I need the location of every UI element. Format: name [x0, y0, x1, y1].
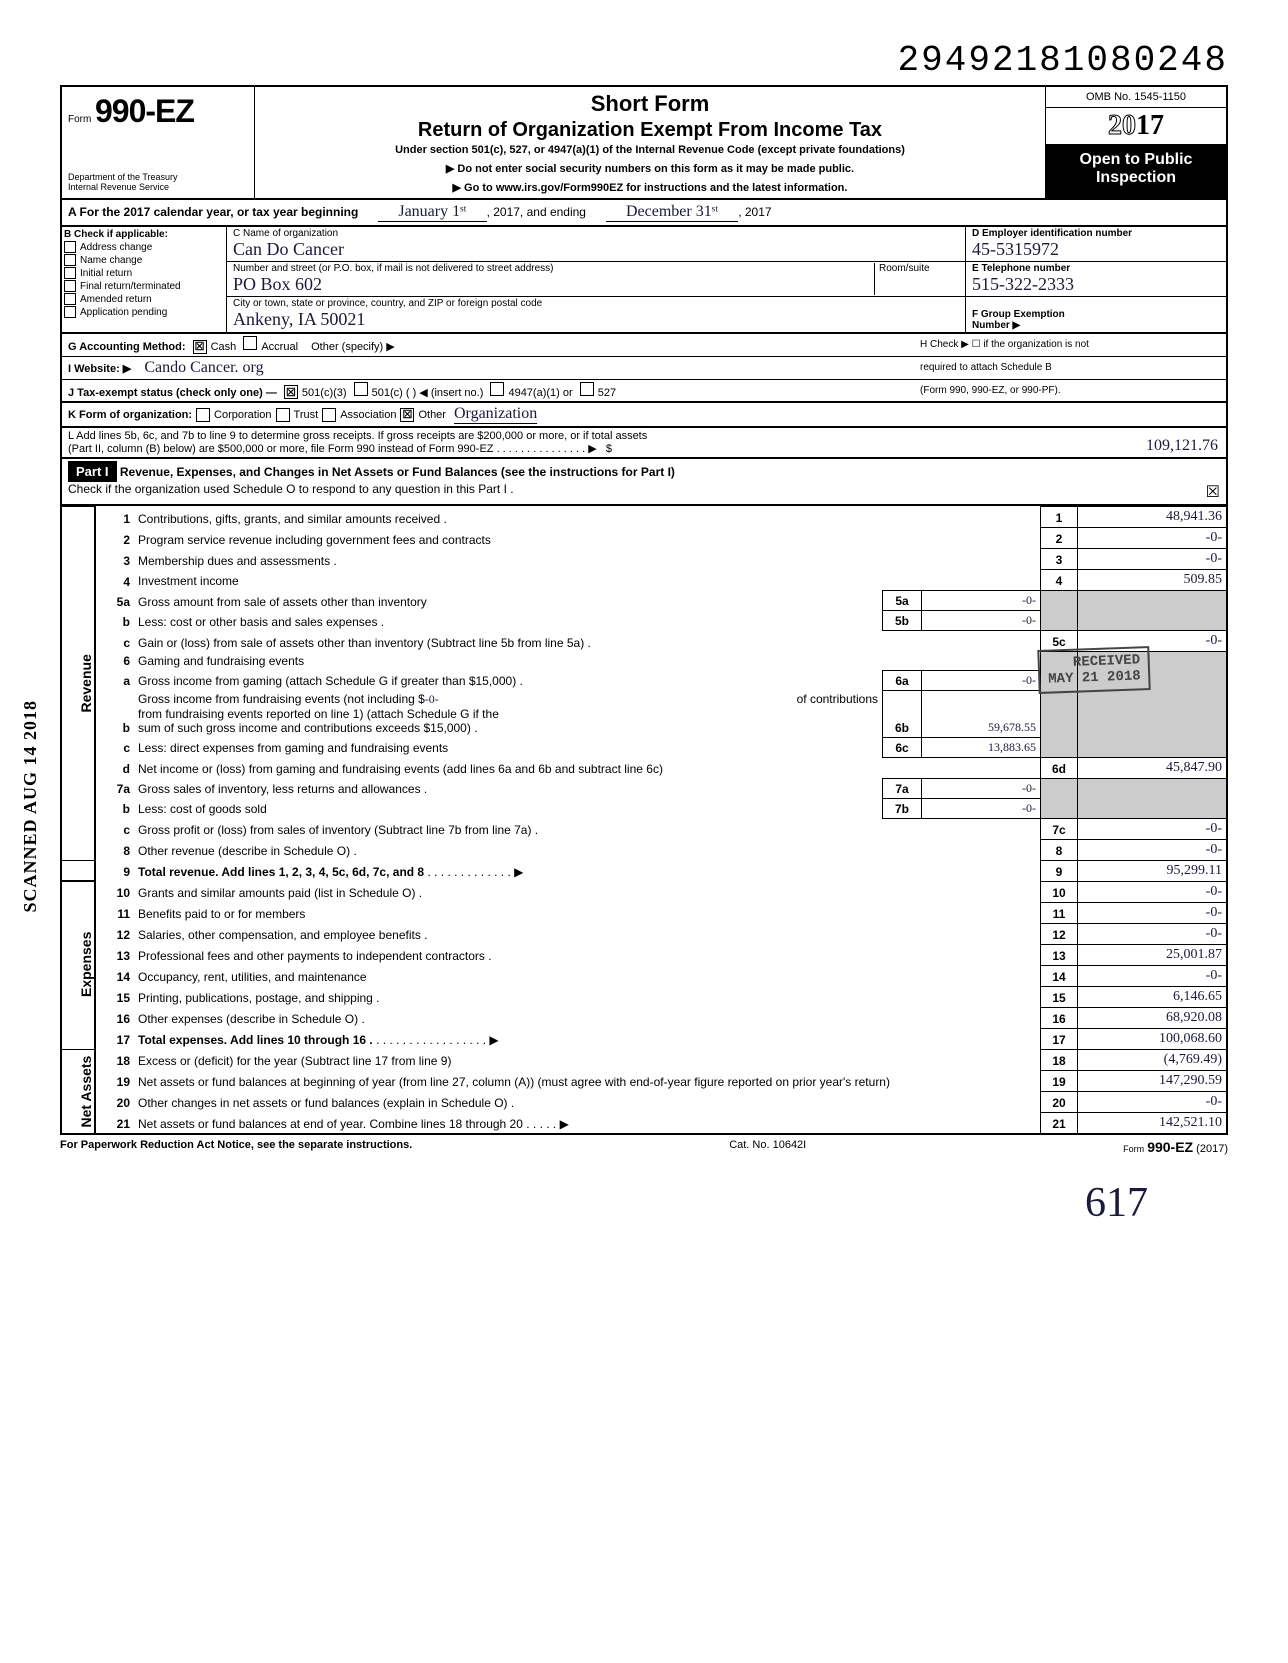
section-bcd: B Check if applicable: Address change Na… — [60, 227, 1228, 334]
chk-other[interactable]: ☒ — [400, 408, 414, 422]
chk-address[interactable] — [64, 241, 76, 253]
chk-trust[interactable] — [276, 408, 290, 422]
c-addr-label: Number and street (or P.O. box, if mail … — [233, 263, 554, 274]
line-17-value: 100,068.60 — [1078, 1028, 1228, 1049]
chk-cash[interactable]: ☒ — [193, 340, 207, 354]
line-15-value: 6,146.65 — [1078, 986, 1228, 1007]
line-1-value: 48,941.36 — [1078, 507, 1228, 528]
chk-corp[interactable] — [196, 408, 210, 422]
footer: For Paperwork Reduction Act Notice, see … — [60, 1135, 1228, 1159]
year-end: December 31ˢᵗ — [606, 203, 738, 222]
chk-amended[interactable] — [64, 293, 76, 305]
line-6a-value: -0- — [922, 670, 1041, 690]
bottom-handwriting: 617 — [60, 1179, 1228, 1227]
line-5a-value: -0- — [922, 591, 1041, 611]
under-section: Under section 501(c), 527, or 4947(a)(1)… — [265, 144, 1035, 156]
line-20-value: -0- — [1078, 1091, 1228, 1112]
chk-501c[interactable] — [354, 382, 368, 396]
form-number: 990-EZ — [95, 93, 194, 129]
main-lines-table: Revenue 1 Contributions, gifts, grants, … — [60, 506, 1228, 1135]
row-k: K Form of organization: Corporation Trus… — [60, 403, 1228, 428]
room-suite-label: Room/suite — [874, 263, 959, 295]
scanned-stamp: SCANNED AUG 14 2018 — [20, 700, 41, 913]
line-6c-value: 13,883.65 — [922, 737, 1041, 757]
revenue-side-label: Revenue — [61, 507, 95, 861]
org-address: PO Box 602 — [233, 274, 874, 295]
tax-year: 2017 — [1046, 108, 1226, 145]
netassets-side-label: Net Assets — [61, 1049, 95, 1134]
e-label: E Telephone number — [972, 263, 1070, 274]
return-title: Return of Organization Exempt From Incom… — [265, 119, 1035, 142]
line-4-value: 509.85 — [1078, 570, 1228, 591]
phone-value: 515-322-2333 — [972, 274, 1220, 295]
line-5b-value: -0- — [922, 611, 1041, 631]
col-b-checkboxes: B Check if applicable: Address change Na… — [62, 227, 227, 332]
section-ghij: G Accounting Method: ☒Cash Accrual Other… — [60, 334, 1228, 403]
line-2-value: -0- — [1078, 528, 1228, 549]
line-7c-value: -0- — [1078, 818, 1228, 839]
f-label: F Group Exemption Number ▶ — [972, 309, 1065, 331]
chk-assoc[interactable] — [322, 408, 336, 422]
line-19-value: 147,290.59 — [1078, 1070, 1228, 1091]
c-name-label: C Name of organization — [233, 228, 338, 239]
part1-header-row: Part I Revenue, Expenses, and Changes in… — [60, 459, 1228, 506]
ein-value: 45-5315972 — [972, 239, 1220, 260]
h-check: H Check ▶ ☐ if the organization is not — [920, 339, 1220, 350]
k-other-value: Organization — [454, 405, 537, 424]
line-7b-value: -0- — [922, 798, 1041, 818]
omb-number: OMB No. 1545-1150 — [1046, 87, 1226, 108]
line-11-value: -0- — [1078, 902, 1228, 923]
chk-accrual[interactable] — [243, 336, 257, 350]
line-6d-value: 45,847.90 — [1078, 757, 1228, 778]
chk-501c3[interactable]: ☒ — [284, 385, 298, 399]
chk-pending[interactable] — [64, 306, 76, 318]
form-prefix: Form — [68, 114, 91, 125]
line-7a-value: -0- — [922, 778, 1041, 798]
line-3-value: -0- — [1078, 549, 1228, 570]
expenses-side-label: Expenses — [61, 881, 95, 1049]
open-public: Open to Public Inspection — [1046, 145, 1226, 198]
ssn-warning: Do not enter social security numbers on … — [265, 162, 1035, 175]
dept-label: Department of the Treasury Internal Reve… — [68, 172, 248, 192]
c-city-label: City or town, state or province, country… — [233, 298, 542, 309]
form-header: Form 990-EZ Department of the Treasury I… — [60, 85, 1228, 200]
line-16-value: 68,920.08 — [1078, 1007, 1228, 1028]
line-8-value: -0- — [1078, 839, 1228, 860]
line-18-value: (4,769.49) — [1078, 1049, 1228, 1070]
part1-label: Part I — [68, 461, 117, 482]
short-form-title: Short Form — [265, 91, 1035, 117]
org-city: Ankeny, IA 50021 — [233, 309, 959, 330]
l-gross-receipts: 109,121.76 — [1146, 437, 1218, 455]
year-begin: January 1ˢᵗ — [378, 203, 486, 222]
received-stamp: RECEIVED MAY 21 2018 — [1037, 646, 1151, 694]
line-6b-value: 59,678.55 — [922, 690, 1041, 737]
org-name: Can Do Cancer — [233, 239, 959, 260]
line-13-value: 25,001.87 — [1078, 944, 1228, 965]
goto-url: Go to www.irs.gov/Form990EZ for instruct… — [265, 181, 1035, 194]
schedule-o-check[interactable]: ☒ — [1206, 482, 1226, 502]
line-12-value: -0- — [1078, 923, 1228, 944]
d-label: D Employer identification number — [972, 228, 1132, 239]
line-10-value: -0- — [1078, 881, 1228, 902]
line-9-value: 95,299.11 — [1078, 860, 1228, 881]
line-14-value: -0- — [1078, 965, 1228, 986]
document-number: 29492181080248 — [60, 40, 1228, 81]
chk-final[interactable] — [64, 280, 76, 292]
website-value: Cando Cancer. org — [144, 359, 263, 376]
row-l: L Add lines 5b, 6c, and 7b to line 9 to … — [60, 428, 1228, 459]
chk-4947[interactable] — [490, 382, 504, 396]
chk-name[interactable] — [64, 254, 76, 266]
chk-initial[interactable] — [64, 267, 76, 279]
line-21-value: 142,521.10 — [1078, 1112, 1228, 1134]
chk-527[interactable] — [580, 382, 594, 396]
row-a-tax-year: A For the 2017 calendar year, or tax yea… — [60, 200, 1228, 227]
